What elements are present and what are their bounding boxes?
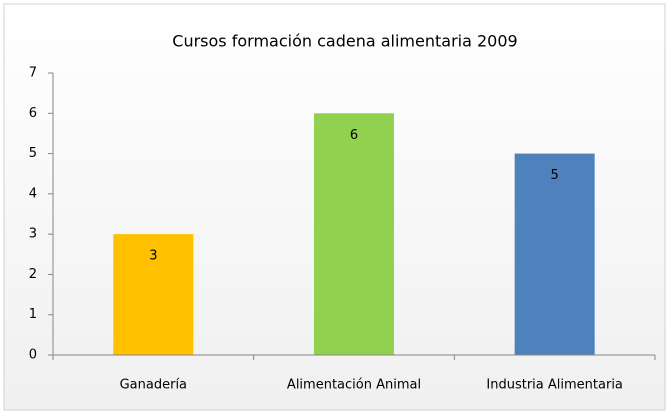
x-tick-label: Industria Alimentaria	[486, 378, 623, 393]
x-tick-label: Ganadería	[120, 378, 187, 393]
y-tick-label: 3	[29, 227, 37, 242]
y-tick-label: 2	[29, 267, 37, 282]
data-label: 6	[350, 128, 358, 143]
y-tick-label: 1	[29, 307, 37, 322]
chart-title: Cursos formación cadena alimentaria 2009	[172, 32, 517, 51]
y-tick-label: 0	[29, 348, 37, 363]
bar	[514, 153, 595, 355]
bar	[113, 234, 194, 355]
data-label: 5	[551, 168, 559, 183]
bar	[314, 113, 394, 356]
data-label: 3	[149, 249, 157, 264]
y-tick-label: 5	[29, 146, 37, 161]
y-tick-label: 4	[29, 186, 37, 201]
y-tick-label: 6	[29, 106, 37, 121]
x-tick-label: Alimentación Animal	[287, 378, 421, 393]
y-tick-label: 7	[29, 66, 37, 81]
